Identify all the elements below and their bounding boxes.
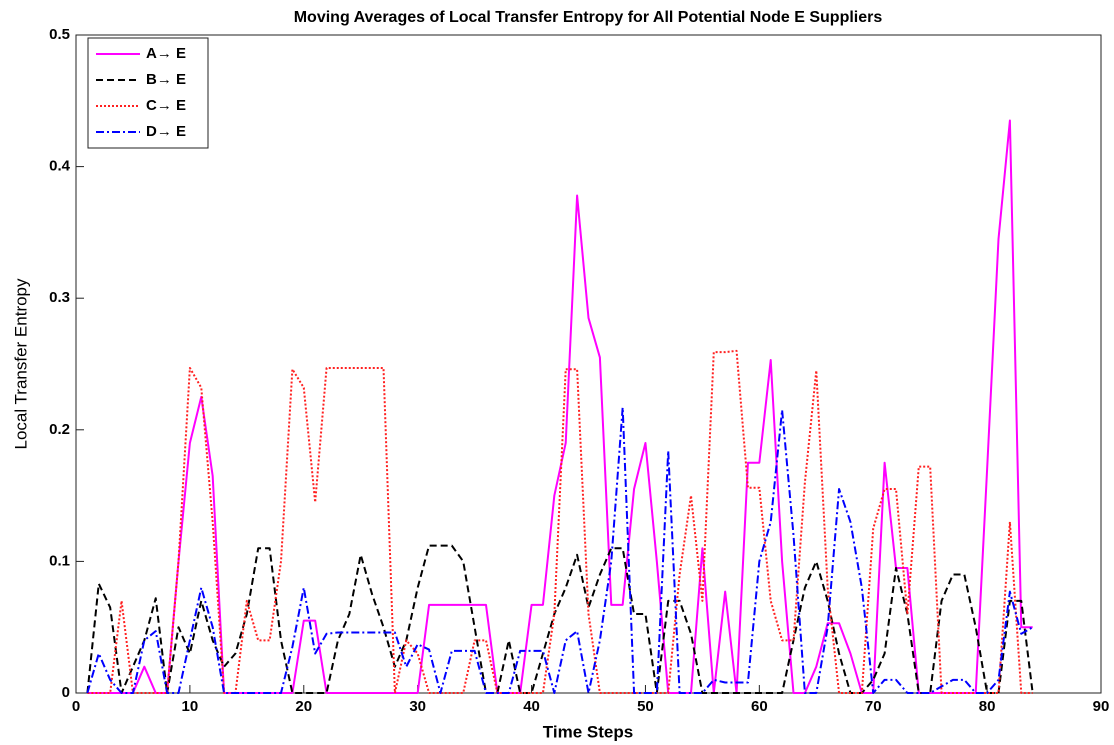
legend-label: D→ E [146, 123, 186, 140]
y-tick-label: 0.5 [49, 26, 70, 43]
series-line [87, 349, 1033, 694]
x-tick-label: 60 [751, 698, 768, 715]
series-line [87, 119, 1033, 694]
y-axis-title: Local Transfer Entropy [11, 278, 30, 450]
plot-frame [75, 34, 1102, 694]
y-tick-label: 0.2 [49, 421, 70, 438]
x-tick-label: 20 [295, 698, 312, 715]
x-tick-label: 0 [72, 698, 80, 715]
x-tick-label: 50 [637, 698, 654, 715]
legend-label: A→ E [146, 45, 186, 62]
y-tick-label: 0 [62, 684, 70, 701]
x-axis-title: Time Steps [543, 722, 633, 741]
x-tick-label: 70 [865, 698, 882, 715]
x-tick-label: 80 [979, 698, 996, 715]
legend-label: C→ E [146, 97, 186, 114]
x-tick-label: 40 [523, 698, 540, 715]
x-tick-label: 10 [182, 698, 199, 715]
x-tick-label: 90 [1093, 698, 1110, 715]
y-tick-label: 0.1 [49, 552, 70, 569]
series-line [86, 406, 1034, 694]
legend-box [87, 37, 209, 149]
chart-title: Moving Averages of Local Transfer Entrop… [294, 9, 883, 26]
y-tick-label: 0.3 [49, 289, 70, 306]
x-tick-label: 30 [409, 698, 426, 715]
legend-label: B→ E [146, 71, 186, 88]
series-line [86, 544, 1034, 694]
y-tick-label: 0.4 [49, 158, 71, 175]
